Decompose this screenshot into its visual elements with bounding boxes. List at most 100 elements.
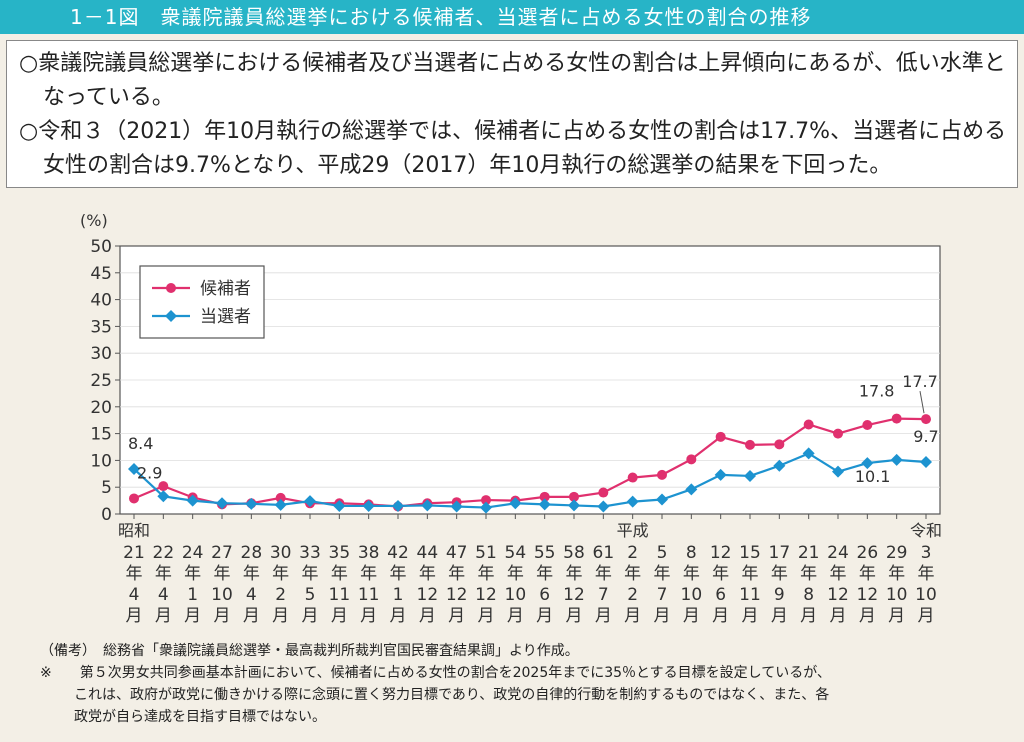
x-tick-label: 28 bbox=[241, 543, 263, 563]
x-tick-label: 17 bbox=[769, 543, 791, 563]
x-tick-label: 年 bbox=[214, 564, 231, 584]
data-point bbox=[158, 481, 169, 492]
summary-box: ○衆議院議員総選挙における候補者及び当選者に占める女性の割合は上昇傾向にあるが、… bbox=[6, 40, 1018, 188]
x-tick-label: 年 bbox=[830, 564, 847, 584]
data-point bbox=[392, 499, 404, 512]
x-tick-label: 6 bbox=[539, 585, 550, 605]
data-point bbox=[745, 439, 755, 450]
x-tick-label: 年 bbox=[712, 564, 729, 584]
x-tick-label: 年 bbox=[536, 564, 553, 584]
data-point bbox=[274, 498, 287, 511]
legend-label: 候補者 bbox=[200, 279, 251, 299]
x-tick-label: 月 bbox=[448, 606, 465, 626]
data-point bbox=[803, 419, 814, 430]
note-line-2: これは、政府が政党に働きかける際に念頭に置く努力目標であり、政党の自律的行動を制… bbox=[74, 687, 830, 703]
x-tick-label: 月 bbox=[683, 606, 700, 626]
source-note: （備考） 総務省「衆議院議員総選挙・最高裁判所裁判官国民審査結果調」より作成。 bbox=[40, 643, 579, 659]
footnotes: （備考） 総務省「衆議院議員総選挙・最高裁判所裁判官国民審査結果調」より作成。 … bbox=[40, 640, 1020, 728]
x-tick-label: 月 bbox=[126, 606, 143, 626]
x-tick-label: 11 bbox=[358, 585, 380, 605]
summary-point-2: ○令和３（2021）年10月執行の総選挙では、候補者に占める女性の割合は17.7… bbox=[19, 119, 1007, 178]
x-tick-label: 10 bbox=[915, 585, 937, 605]
x-tick-label: 年 bbox=[683, 564, 700, 584]
data-point bbox=[598, 487, 609, 498]
data-point bbox=[657, 469, 667, 480]
y-axis-label: (%) bbox=[80, 211, 108, 230]
x-tick-label: 12 bbox=[710, 543, 732, 563]
x-tick-label: 55 bbox=[534, 543, 556, 563]
data-point bbox=[480, 501, 492, 514]
data-point bbox=[304, 495, 316, 508]
x-tick-label: 21 bbox=[123, 543, 145, 563]
x-tick-label: 月 bbox=[214, 606, 231, 626]
data-point bbox=[832, 465, 844, 478]
data-point bbox=[833, 428, 843, 439]
data-point bbox=[157, 490, 170, 503]
x-tick-label: 年 bbox=[478, 564, 495, 584]
x-tick-label: 月 bbox=[360, 606, 377, 626]
x-tick-label: 24 bbox=[182, 543, 204, 563]
data-point bbox=[597, 500, 610, 513]
data-point bbox=[450, 500, 463, 513]
x-tick-label: 年 bbox=[360, 564, 377, 584]
data-point bbox=[539, 491, 550, 502]
era-label: 令和 bbox=[910, 521, 942, 540]
data-point bbox=[538, 498, 551, 511]
data-point bbox=[421, 499, 434, 512]
x-tick-label: 月 bbox=[507, 606, 524, 626]
data-point bbox=[920, 456, 932, 469]
x-tick-label: 44 bbox=[417, 543, 439, 563]
x-tick-label: 月 bbox=[712, 606, 729, 626]
data-point bbox=[921, 414, 931, 425]
data-point bbox=[128, 462, 140, 475]
x-tick-label: 月 bbox=[243, 606, 260, 626]
x-tick-label: 月 bbox=[771, 606, 788, 626]
x-tick-label: 年 bbox=[859, 564, 876, 584]
x-tick-label: 年 bbox=[771, 564, 788, 584]
data-point bbox=[509, 497, 522, 510]
x-tick-label: 月 bbox=[331, 606, 348, 626]
x-tick-label: 月 bbox=[624, 606, 641, 626]
data-point bbox=[333, 499, 346, 512]
data-point bbox=[774, 439, 785, 450]
x-tick-label: 7 bbox=[657, 585, 668, 605]
y-tick-label: 45 bbox=[90, 264, 112, 284]
x-tick-label: 年 bbox=[184, 564, 201, 584]
x-tick-label: 5 bbox=[657, 543, 668, 563]
x-tick-label: 30 bbox=[270, 543, 292, 563]
x-tick-label: 27 bbox=[211, 543, 233, 563]
series-line-1 bbox=[133, 452, 927, 509]
x-tick-label: 61 bbox=[593, 543, 615, 563]
data-point bbox=[744, 469, 756, 482]
data-point bbox=[773, 459, 786, 472]
x-tick-label: 51 bbox=[475, 543, 497, 563]
data-point bbox=[891, 413, 902, 424]
data-label: 17.8 bbox=[859, 382, 895, 401]
x-tick-label: 10 bbox=[211, 585, 233, 605]
data-point bbox=[715, 431, 726, 442]
x-tick-label: 年 bbox=[448, 564, 465, 584]
summary-point-1: ○衆議院議員総選挙における候補者及び当選者に占める女性の割合は上昇傾向にあるが、… bbox=[19, 51, 1006, 110]
x-tick-label: 4 bbox=[246, 585, 257, 605]
data-point bbox=[569, 491, 579, 502]
y-tick-label: 40 bbox=[90, 291, 112, 311]
data-point bbox=[245, 497, 258, 510]
x-tick-label: 10 bbox=[681, 585, 703, 605]
x-tick-label: 4 bbox=[129, 585, 140, 605]
x-tick-label: 月 bbox=[800, 606, 817, 626]
x-tick-label: 12 bbox=[857, 585, 879, 605]
data-point bbox=[626, 495, 639, 508]
x-tick-label: 月 bbox=[302, 606, 319, 626]
x-tick-label: 月 bbox=[536, 606, 553, 626]
x-tick-label: 月 bbox=[918, 606, 935, 626]
x-tick-label: 7 bbox=[598, 585, 609, 605]
data-label: 8.4 bbox=[128, 434, 153, 453]
chart-series bbox=[128, 413, 932, 514]
data-label-leader bbox=[919, 391, 925, 414]
data-point bbox=[802, 447, 815, 460]
x-tick-label: 38 bbox=[358, 543, 380, 563]
y-tick-label: 20 bbox=[90, 398, 112, 418]
x-tick-label: 月 bbox=[742, 606, 759, 626]
x-tick-label: 年 bbox=[302, 564, 319, 584]
